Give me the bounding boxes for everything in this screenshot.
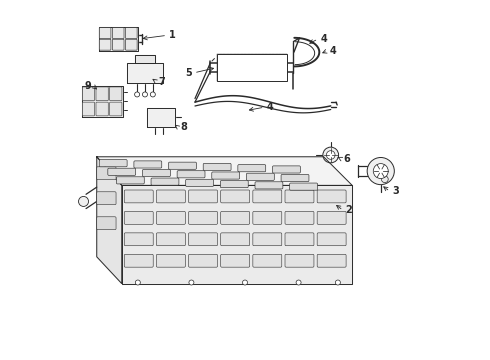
Polygon shape	[98, 27, 138, 50]
FancyBboxPatch shape	[317, 190, 346, 203]
Text: 4: 4	[320, 34, 327, 44]
FancyBboxPatch shape	[189, 233, 218, 246]
FancyBboxPatch shape	[169, 162, 196, 169]
Text: 4: 4	[267, 102, 273, 112]
FancyBboxPatch shape	[220, 233, 249, 246]
Polygon shape	[135, 55, 155, 63]
Circle shape	[150, 92, 155, 97]
FancyBboxPatch shape	[238, 165, 266, 172]
FancyBboxPatch shape	[124, 254, 153, 267]
Circle shape	[323, 147, 339, 163]
Circle shape	[296, 280, 301, 285]
Circle shape	[189, 280, 194, 285]
Polygon shape	[147, 108, 175, 127]
FancyBboxPatch shape	[96, 87, 108, 101]
FancyBboxPatch shape	[285, 190, 314, 203]
Circle shape	[367, 157, 394, 185]
Circle shape	[373, 163, 388, 179]
FancyBboxPatch shape	[272, 166, 300, 173]
FancyBboxPatch shape	[253, 254, 282, 267]
FancyBboxPatch shape	[125, 28, 137, 39]
FancyBboxPatch shape	[96, 102, 108, 116]
Circle shape	[135, 280, 140, 285]
FancyBboxPatch shape	[253, 211, 282, 224]
FancyBboxPatch shape	[220, 211, 249, 224]
FancyBboxPatch shape	[317, 233, 346, 246]
FancyBboxPatch shape	[99, 28, 111, 39]
Text: 1: 1	[169, 30, 176, 40]
FancyBboxPatch shape	[186, 179, 214, 186]
FancyBboxPatch shape	[112, 28, 124, 39]
Circle shape	[243, 280, 247, 285]
FancyBboxPatch shape	[189, 190, 218, 203]
FancyBboxPatch shape	[124, 190, 153, 203]
Polygon shape	[122, 185, 352, 284]
FancyBboxPatch shape	[99, 39, 111, 50]
FancyBboxPatch shape	[97, 217, 116, 230]
FancyBboxPatch shape	[82, 87, 95, 101]
FancyBboxPatch shape	[156, 211, 185, 224]
FancyBboxPatch shape	[124, 211, 153, 224]
Polygon shape	[97, 157, 122, 284]
FancyBboxPatch shape	[110, 87, 122, 101]
Text: 2: 2	[345, 205, 352, 215]
FancyBboxPatch shape	[156, 254, 185, 267]
FancyBboxPatch shape	[156, 190, 185, 203]
FancyBboxPatch shape	[97, 167, 116, 180]
Polygon shape	[127, 63, 163, 83]
Text: 4: 4	[330, 46, 337, 56]
Text: 6: 6	[343, 154, 350, 163]
Text: 5: 5	[185, 68, 192, 78]
FancyBboxPatch shape	[99, 159, 127, 167]
FancyBboxPatch shape	[290, 183, 318, 190]
FancyBboxPatch shape	[285, 233, 314, 246]
Circle shape	[135, 92, 140, 97]
FancyBboxPatch shape	[108, 168, 136, 175]
FancyBboxPatch shape	[246, 173, 274, 180]
FancyBboxPatch shape	[317, 211, 346, 224]
Text: 8: 8	[180, 122, 187, 132]
FancyBboxPatch shape	[97, 192, 116, 204]
FancyBboxPatch shape	[317, 254, 346, 267]
FancyBboxPatch shape	[253, 233, 282, 246]
FancyBboxPatch shape	[220, 180, 248, 188]
FancyBboxPatch shape	[253, 190, 282, 203]
Circle shape	[78, 197, 89, 206]
FancyBboxPatch shape	[189, 254, 218, 267]
Circle shape	[335, 280, 341, 285]
FancyBboxPatch shape	[189, 211, 218, 224]
FancyBboxPatch shape	[156, 233, 185, 246]
Circle shape	[381, 176, 388, 183]
FancyBboxPatch shape	[124, 233, 153, 246]
Polygon shape	[97, 157, 352, 185]
Polygon shape	[81, 86, 122, 117]
Text: 3: 3	[392, 186, 399, 197]
FancyBboxPatch shape	[285, 254, 314, 267]
FancyBboxPatch shape	[151, 178, 179, 185]
FancyBboxPatch shape	[82, 102, 95, 116]
FancyBboxPatch shape	[143, 170, 171, 177]
FancyBboxPatch shape	[220, 254, 249, 267]
FancyBboxPatch shape	[134, 161, 162, 168]
FancyBboxPatch shape	[220, 190, 249, 203]
FancyBboxPatch shape	[218, 54, 287, 81]
FancyBboxPatch shape	[212, 172, 240, 179]
FancyBboxPatch shape	[285, 211, 314, 224]
FancyBboxPatch shape	[281, 175, 309, 181]
Text: 7: 7	[159, 77, 165, 87]
FancyBboxPatch shape	[177, 171, 205, 178]
FancyBboxPatch shape	[125, 39, 137, 50]
FancyBboxPatch shape	[255, 182, 283, 189]
Text: 9: 9	[85, 81, 92, 91]
FancyBboxPatch shape	[112, 39, 124, 50]
Circle shape	[143, 92, 147, 97]
FancyBboxPatch shape	[117, 177, 144, 184]
FancyBboxPatch shape	[203, 163, 231, 171]
Circle shape	[326, 151, 335, 159]
FancyBboxPatch shape	[110, 102, 122, 116]
